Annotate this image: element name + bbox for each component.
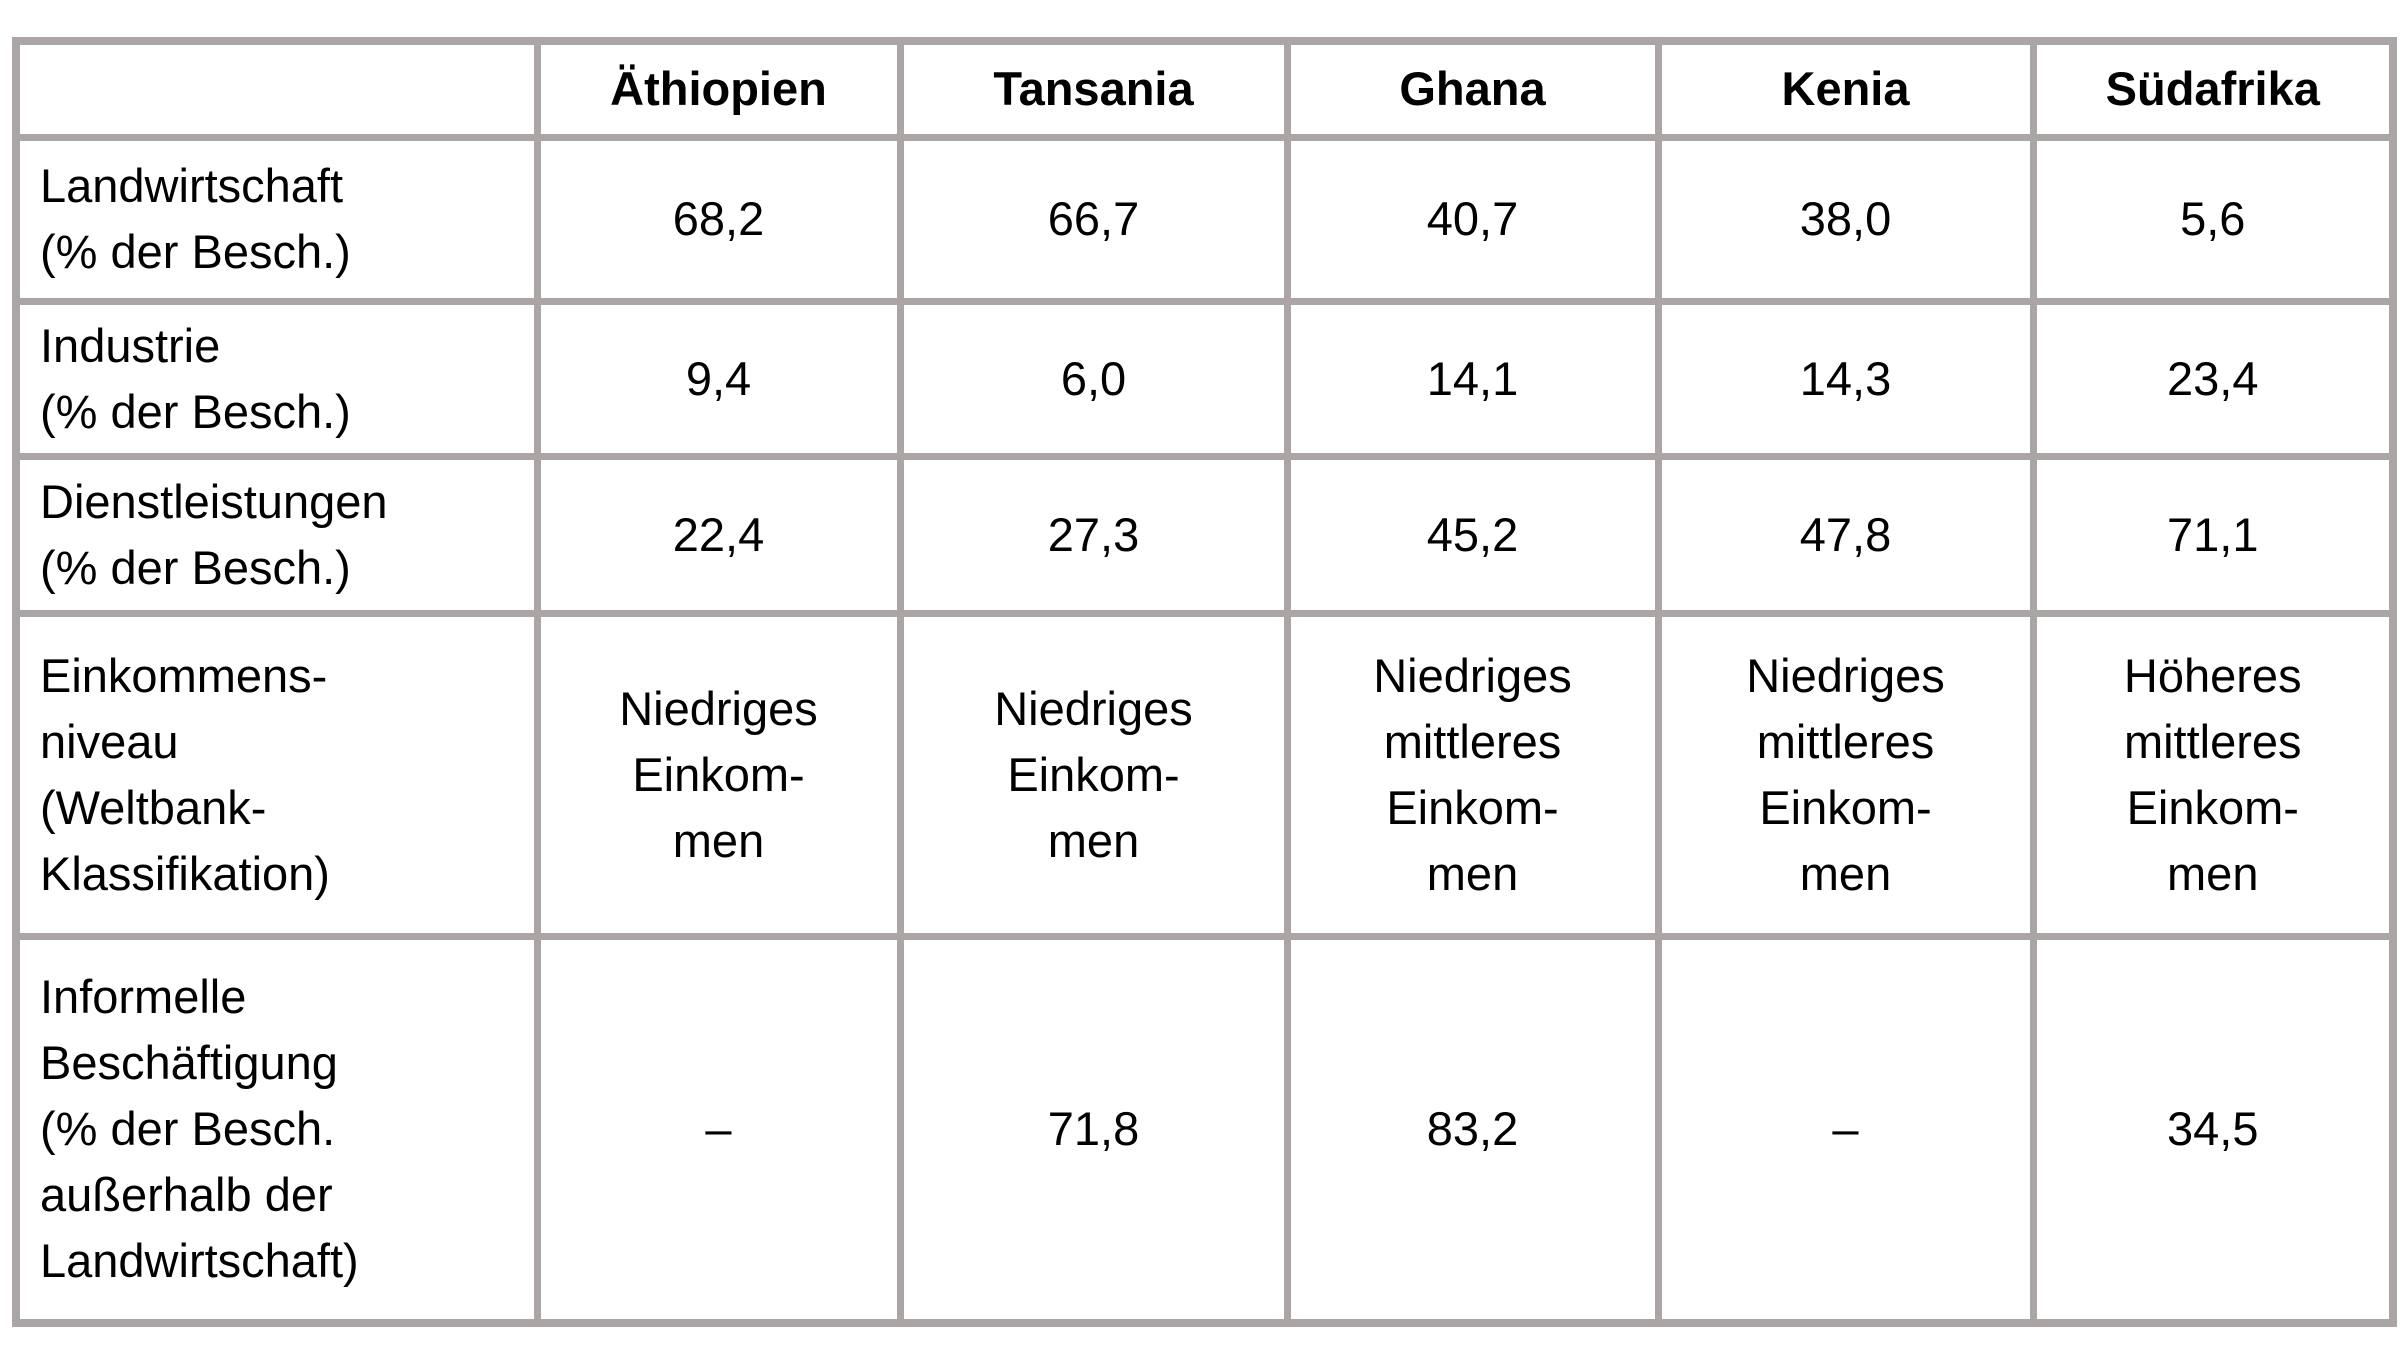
table-row-dienstleistungen: Dienstleistungen (% der Besch.) 22,4 27,…	[12, 452, 2397, 617]
table-row-industrie: Industrie (% der Besch.) 9,4 6,0 14,1 14…	[12, 297, 2397, 460]
table-cell: 6,0	[896, 297, 1291, 460]
table-cell: Niedriges Einkom- men	[533, 609, 904, 940]
table-cell: Niedriges mittleres Einkom- men	[1654, 609, 2037, 940]
col-header-aethiopien: Äthiopien	[533, 37, 904, 141]
row-label: Industrie (% der Besch.)	[12, 297, 541, 460]
table-cell: 68,2	[533, 133, 904, 305]
table-cell: 5,6	[2029, 133, 2397, 305]
table-cell: 23,4	[2029, 297, 2397, 460]
col-header-tansania: Tansania	[896, 37, 1291, 141]
col-header-kenia: Kenia	[1654, 37, 2037, 141]
table-cell: 71,1	[2029, 452, 2397, 617]
table-cell: Höheres mittleres Einkom- men	[2029, 609, 2397, 940]
row-label: Einkommens- niveau (Weltbank- Klassifika…	[12, 609, 541, 940]
table-cell: 71,8	[896, 932, 1291, 1327]
table-cell: Niedriges mittleres Einkom- men	[1283, 609, 1662, 940]
table-cell: 14,3	[1654, 297, 2037, 460]
country-comparison-table: Äthiopien Tansania Ghana Kenia Südafrika…	[12, 37, 2397, 1327]
row-label: Informelle Beschäftigung (% der Besch. a…	[12, 932, 541, 1327]
corner-cell	[12, 37, 541, 141]
table-cell: 66,7	[896, 133, 1291, 305]
table-row-landwirtschaft: Landwirtschaft (% der Besch.) 68,2 66,7 …	[12, 133, 2397, 305]
table-cell: 9,4	[533, 297, 904, 460]
table-cell: 47,8	[1654, 452, 2037, 617]
table-cell: 27,3	[896, 452, 1291, 617]
col-header-suedafrika: Südafrika	[2029, 37, 2397, 141]
row-label: Landwirtschaft (% der Besch.)	[12, 133, 541, 305]
header-row: Äthiopien Tansania Ghana Kenia Südafrika	[12, 37, 2397, 141]
table-cell: 38,0	[1654, 133, 2037, 305]
table-cell: 83,2	[1283, 932, 1662, 1327]
table-row-informelle-beschaeftigung: Informelle Beschäftigung (% der Besch. a…	[12, 932, 2397, 1327]
table-cell: Niedriges Einkom- men	[896, 609, 1291, 940]
col-header-ghana: Ghana	[1283, 37, 1662, 141]
table-cell: –	[533, 932, 904, 1327]
table-cell: 14,1	[1283, 297, 1662, 460]
table-cell: 22,4	[533, 452, 904, 617]
row-label: Dienstleistungen (% der Besch.)	[12, 452, 541, 617]
table-cell: 40,7	[1283, 133, 1662, 305]
table-cell: 45,2	[1283, 452, 1662, 617]
table-row-einkommensniveau: Einkommens- niveau (Weltbank- Klassifika…	[12, 609, 2397, 940]
table-cell: –	[1654, 932, 2037, 1327]
table-cell: 34,5	[2029, 932, 2397, 1327]
